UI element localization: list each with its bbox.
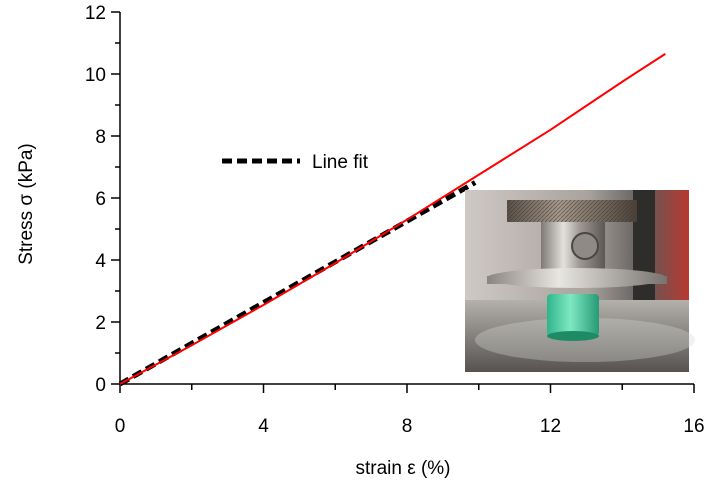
y-tick-label: 8	[95, 127, 106, 148]
y-tick-label: 12	[85, 3, 106, 24]
x-tick-label: 12	[540, 416, 561, 437]
axes: 0 4 8 12 16 0 2 4 6 8 10 12 strain ε (%) Stress σ (kP…	[16, 3, 705, 479]
x-tick-label: 0	[115, 416, 126, 437]
inset-gel-sample	[547, 294, 599, 336]
y-tick-label: 4	[95, 251, 106, 272]
legend-line-fit-label: Line fit	[312, 152, 369, 173]
inset-screw	[571, 232, 599, 260]
x-tick-label: 8	[402, 416, 413, 437]
series-layer	[118, 53, 666, 387]
x-tick-label: 16	[683, 416, 704, 437]
line-fit-series	[118, 180, 477, 387]
x-axis-title: strain ε (%)	[355, 458, 450, 479]
y-axis-title: Stress σ (kPa)	[16, 143, 37, 265]
inset-photo	[465, 190, 695, 372]
legend: Line fit	[222, 152, 369, 173]
y-tick-label: 0	[95, 375, 106, 396]
y-tick-label: 10	[85, 65, 106, 86]
y-tick-label: 6	[95, 189, 106, 210]
x-tick-label: 4	[258, 416, 269, 437]
y-tick-label: 2	[95, 313, 106, 334]
measured-stress-series	[119, 53, 666, 385]
